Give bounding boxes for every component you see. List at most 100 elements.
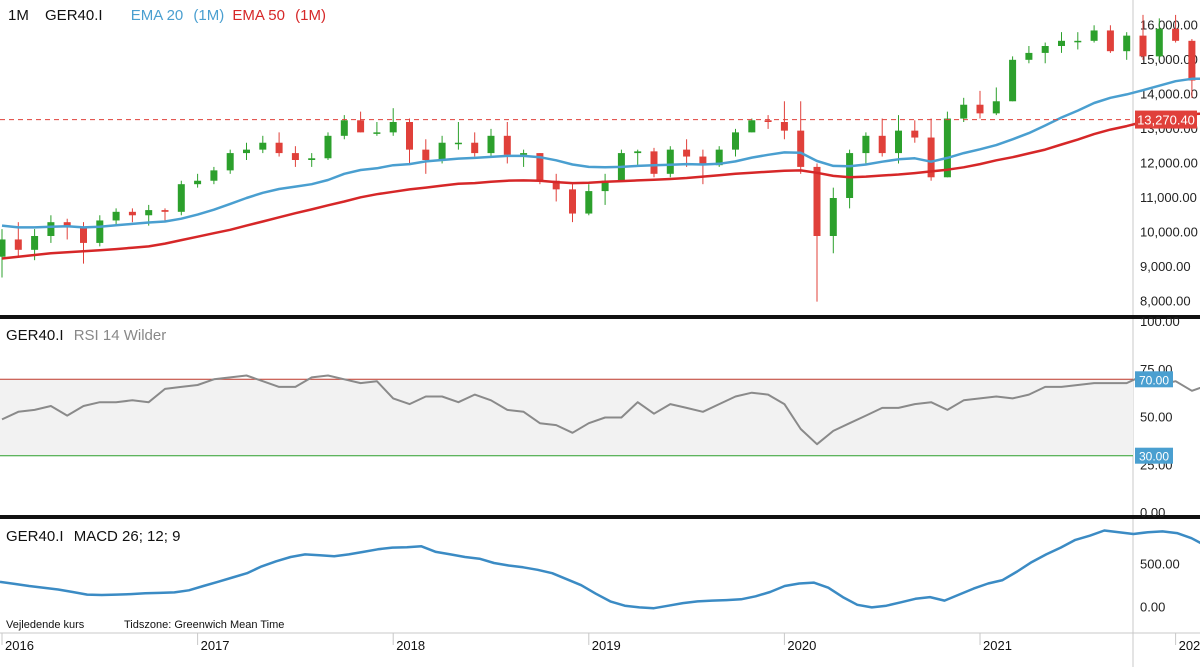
ema50-label: EMA 50 xyxy=(232,7,285,24)
year-label[interactable]: 2021 xyxy=(983,638,1012,653)
year-label[interactable]: 2016 xyxy=(5,638,34,653)
candle-up[interactable] xyxy=(112,211,120,221)
candle-up[interactable] xyxy=(846,153,854,198)
rsi-overbought-tag xyxy=(1135,371,1173,388)
candle-down[interactable] xyxy=(797,130,805,167)
macd-pane[interactable]: 500.00 0.00 xyxy=(0,529,1200,615)
candle-up[interactable] xyxy=(715,149,723,166)
rsi-label: RSI 14 Wilder xyxy=(74,327,167,344)
candle-down[interactable] xyxy=(161,210,169,212)
candle-down[interactable] xyxy=(878,135,886,154)
candle-down[interactable] xyxy=(780,122,788,131)
candle-up[interactable] xyxy=(487,135,495,154)
year-label[interactable]: 2017 xyxy=(201,638,230,653)
candle-up[interactable] xyxy=(373,132,381,134)
year-label[interactable]: 2018 xyxy=(396,638,425,653)
candle-down[interactable] xyxy=(927,137,935,178)
candle-up[interactable] xyxy=(194,180,202,185)
candle-up[interactable] xyxy=(943,118,951,178)
candle-down[interactable] xyxy=(275,142,283,154)
price-tick-label: 10,000.00 xyxy=(1140,225,1198,240)
current-price-tag xyxy=(1135,110,1197,129)
candle-up[interactable] xyxy=(520,153,528,155)
candle-up[interactable] xyxy=(829,198,837,236)
candle-up[interactable] xyxy=(601,180,609,192)
candle-down[interactable] xyxy=(683,149,691,157)
candle-up[interactable] xyxy=(862,135,870,154)
candle-down[interactable] xyxy=(536,153,544,181)
ema20-line[interactable] xyxy=(1,77,1200,229)
ema50-line[interactable] xyxy=(1,112,1200,260)
candle-down[interactable] xyxy=(1172,28,1180,41)
candle-down[interactable] xyxy=(471,142,479,154)
candle-up[interactable] xyxy=(47,222,55,236)
candle-up[interactable] xyxy=(308,158,316,160)
macd-line[interactable] xyxy=(0,529,1200,610)
candle-down[interactable] xyxy=(1139,35,1147,57)
candle-up[interactable] xyxy=(960,104,968,119)
candle-down[interactable] xyxy=(14,239,22,250)
candle-down[interactable] xyxy=(1106,30,1114,52)
candle-up[interactable] xyxy=(895,130,902,154)
candle-down[interactable] xyxy=(357,120,365,133)
candle-up[interactable] xyxy=(666,149,674,174)
candle-down[interactable] xyxy=(650,151,658,174)
candle-down[interactable] xyxy=(80,227,87,243)
year-label[interactable]: 2022 xyxy=(1179,638,1200,653)
candle-down[interactable] xyxy=(128,211,136,216)
candle-up[interactable] xyxy=(145,210,153,216)
candle-up[interactable] xyxy=(0,239,6,257)
candle-down[interactable] xyxy=(406,122,413,150)
candle-up[interactable] xyxy=(324,135,332,159)
candle-down[interactable] xyxy=(291,153,299,160)
candle-up[interactable] xyxy=(1090,30,1098,41)
candle-up[interactable] xyxy=(438,142,446,160)
candle-up[interactable] xyxy=(1025,52,1033,60)
candle-up[interactable] xyxy=(1074,40,1082,43)
rsi-line[interactable] xyxy=(1,374,1200,446)
candle-up[interactable] xyxy=(210,170,218,181)
candle-down[interactable] xyxy=(764,120,772,122)
candle-down[interactable] xyxy=(422,149,430,160)
candle-up[interactable] xyxy=(259,142,267,150)
candle-down[interactable] xyxy=(503,135,511,155)
rsi-tick-label: 50.00 xyxy=(1140,410,1173,425)
candle-up[interactable] xyxy=(732,132,739,150)
candle-up[interactable] xyxy=(177,184,185,212)
pane-divider-rsi-macd[interactable] xyxy=(0,515,1200,519)
candlestick-series[interactable] xyxy=(0,14,1200,302)
candle-up[interactable] xyxy=(1123,35,1131,52)
ema20-series[interactable] xyxy=(1,77,1200,229)
year-label[interactable]: 2019 xyxy=(592,638,621,653)
candle-up[interactable] xyxy=(340,120,348,136)
candle-up[interactable] xyxy=(243,149,250,154)
candle-up[interactable] xyxy=(1155,28,1163,57)
candle-up[interactable] xyxy=(454,142,462,145)
candle-up[interactable] xyxy=(585,191,593,214)
candle-down[interactable] xyxy=(569,189,576,214)
year-label[interactable]: 2020 xyxy=(787,638,816,653)
candle-up[interactable] xyxy=(1009,59,1017,102)
candle-up[interactable] xyxy=(96,220,104,243)
time-axis[interactable]: 2016 2017 2018 2019 2020 2021 2022 xyxy=(1,633,1200,653)
candle-down[interactable] xyxy=(976,104,984,114)
candle-up[interactable] xyxy=(634,151,642,154)
candle-down[interactable] xyxy=(552,180,560,190)
candle-up[interactable] xyxy=(748,120,756,133)
ema50-series[interactable] xyxy=(1,112,1200,260)
candle-up[interactable] xyxy=(992,101,1000,114)
candle-down[interactable] xyxy=(699,156,707,166)
pane-divider-price-rsi[interactable] xyxy=(0,315,1200,319)
candle-down[interactable] xyxy=(1188,40,1196,81)
candle-up[interactable] xyxy=(389,122,397,133)
candle-down[interactable] xyxy=(63,222,71,228)
candle-up[interactable] xyxy=(31,236,39,250)
candle-down[interactable] xyxy=(911,130,919,138)
candle-up[interactable] xyxy=(1041,46,1049,53)
candle-down[interactable] xyxy=(813,166,821,236)
candle-up[interactable] xyxy=(1058,40,1065,46)
candle-up[interactable] xyxy=(226,153,234,171)
